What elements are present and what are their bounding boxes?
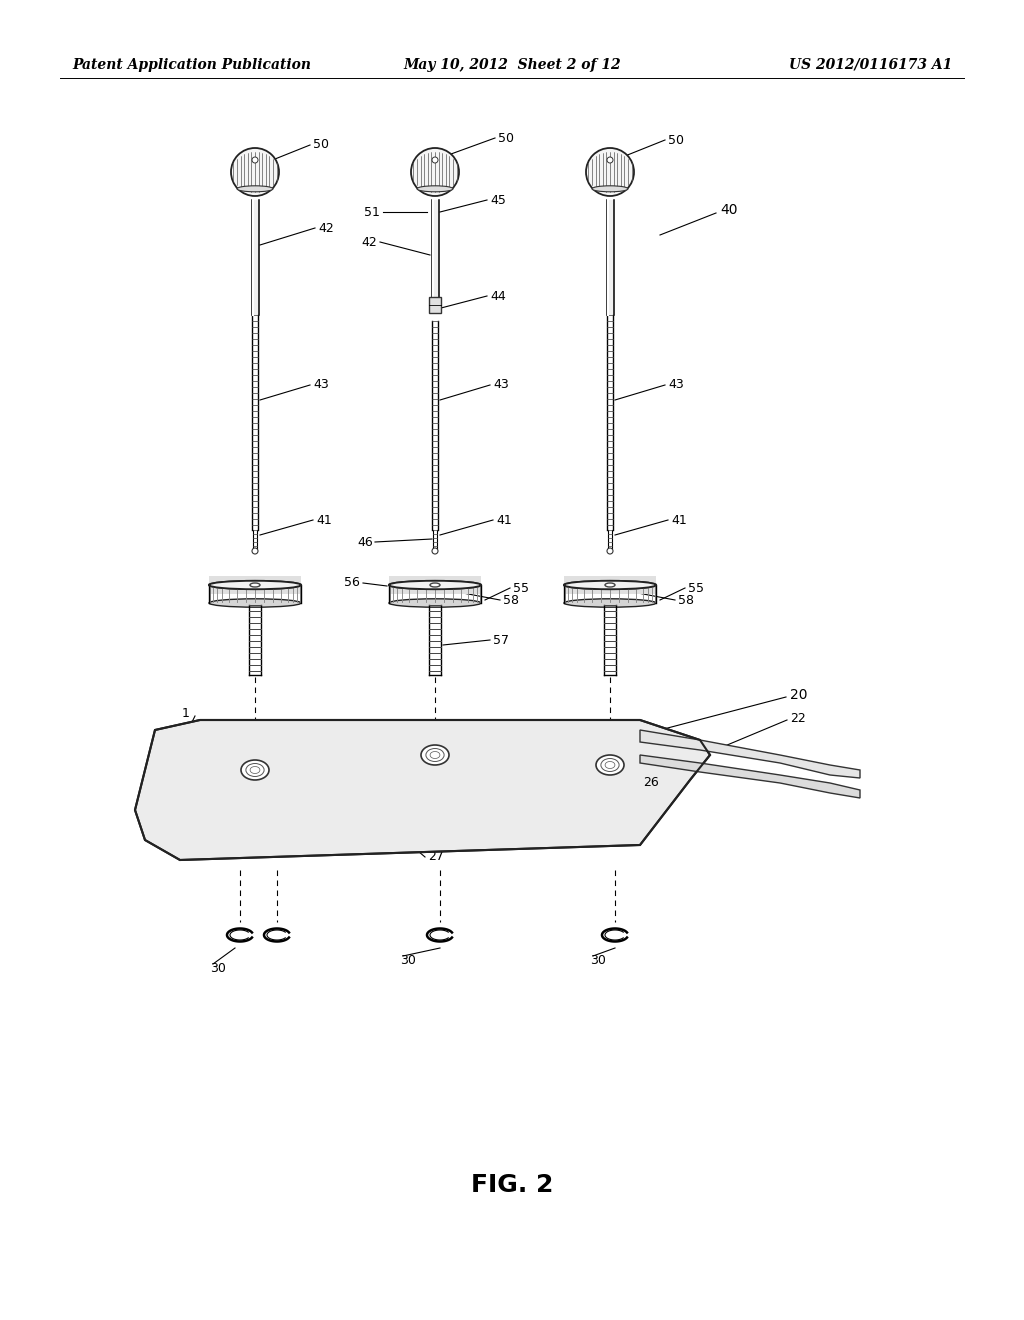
Ellipse shape <box>417 186 453 191</box>
Bar <box>389 576 481 594</box>
Text: 56: 56 <box>344 577 360 590</box>
Text: 57: 57 <box>493 634 509 647</box>
Polygon shape <box>135 719 710 861</box>
FancyBboxPatch shape <box>252 201 258 315</box>
Text: 50: 50 <box>498 132 514 144</box>
Ellipse shape <box>564 581 656 589</box>
Circle shape <box>586 148 634 195</box>
Text: 41: 41 <box>671 513 687 527</box>
Circle shape <box>231 148 279 195</box>
Text: 55: 55 <box>513 582 529 594</box>
Text: 26: 26 <box>643 776 658 788</box>
Bar <box>209 576 301 594</box>
Text: 20: 20 <box>790 688 808 702</box>
Text: 43: 43 <box>668 379 684 392</box>
Text: 43: 43 <box>493 379 509 392</box>
Text: 55: 55 <box>688 582 705 594</box>
Ellipse shape <box>389 581 481 589</box>
Text: 58: 58 <box>678 594 694 606</box>
Circle shape <box>432 548 438 554</box>
Text: 41: 41 <box>316 513 332 527</box>
Text: 43: 43 <box>313 379 329 392</box>
Circle shape <box>607 157 613 162</box>
Ellipse shape <box>241 760 269 780</box>
Ellipse shape <box>209 599 301 607</box>
Text: 41: 41 <box>496 513 512 527</box>
Text: 40: 40 <box>720 203 737 216</box>
Text: 58: 58 <box>503 594 519 606</box>
Ellipse shape <box>421 744 449 766</box>
Text: 22: 22 <box>790 711 806 725</box>
Bar <box>429 297 441 313</box>
Text: May 10, 2012  Sheet 2 of 12: May 10, 2012 Sheet 2 of 12 <box>403 58 621 73</box>
Polygon shape <box>640 730 860 777</box>
Circle shape <box>411 148 459 195</box>
Text: 50: 50 <box>313 139 329 152</box>
Text: 30: 30 <box>210 961 226 974</box>
Text: 51: 51 <box>365 206 380 219</box>
Text: 46: 46 <box>357 536 373 549</box>
Circle shape <box>252 157 258 162</box>
Ellipse shape <box>596 755 624 775</box>
Ellipse shape <box>209 581 301 589</box>
Text: 30: 30 <box>590 953 606 966</box>
Circle shape <box>252 548 258 554</box>
Text: 27: 27 <box>428 850 443 863</box>
Text: US 2012/0116173 A1: US 2012/0116173 A1 <box>788 58 952 73</box>
Circle shape <box>432 157 438 162</box>
Ellipse shape <box>237 186 273 191</box>
Ellipse shape <box>209 581 301 589</box>
Text: 45: 45 <box>490 194 506 206</box>
Polygon shape <box>640 755 860 799</box>
Ellipse shape <box>430 583 440 587</box>
Text: 44: 44 <box>490 289 506 302</box>
Ellipse shape <box>592 186 628 191</box>
Text: 42: 42 <box>361 235 377 248</box>
Circle shape <box>607 548 613 554</box>
FancyBboxPatch shape <box>606 201 613 315</box>
Text: 42: 42 <box>318 222 334 235</box>
Text: 50: 50 <box>668 133 684 147</box>
Ellipse shape <box>564 599 656 607</box>
Ellipse shape <box>389 599 481 607</box>
Ellipse shape <box>250 583 260 587</box>
Text: Patent Application Publication: Patent Application Publication <box>72 58 311 73</box>
Text: FIG. 2: FIG. 2 <box>471 1173 553 1197</box>
Bar <box>564 576 656 594</box>
Ellipse shape <box>564 581 656 589</box>
Ellipse shape <box>389 581 481 589</box>
Text: 30: 30 <box>400 953 416 966</box>
FancyBboxPatch shape <box>431 201 438 305</box>
Ellipse shape <box>605 583 615 587</box>
Text: 1: 1 <box>182 708 190 719</box>
